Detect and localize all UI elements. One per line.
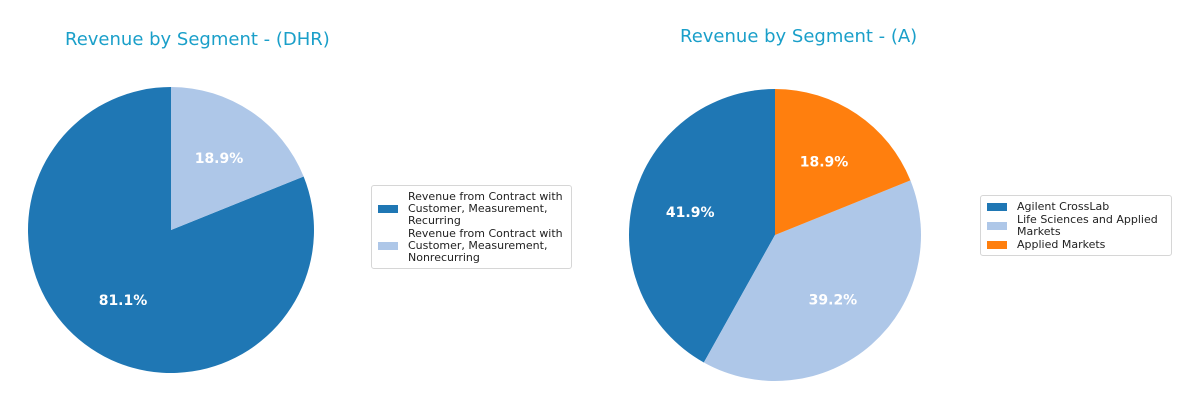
legend-label: Revenue from Contract with Customer, Mea…: [408, 190, 563, 227]
pie-slice-label: 39.2%: [809, 293, 858, 309]
legend-dhr: Revenue from Contract with Customer, Mea…: [371, 185, 572, 269]
legend-swatch: [378, 242, 398, 250]
pie-slice: [171, 87, 304, 230]
legend-label: Applied Markets: [1017, 238, 1106, 251]
pie-chart-dhr: 81.1% 18.9%: [28, 87, 315, 373]
chart-title-a: Revenue by Segment - (A): [680, 26, 918, 47]
pie-slice-label: 18.9%: [800, 154, 849, 170]
legend-swatch: [378, 205, 398, 213]
legend-item: Life Sciences and Applied Markets: [987, 214, 1165, 238]
pie-slice: [28, 87, 315, 373]
pie-slice-label: 81.1%: [99, 293, 148, 309]
chart-title-dhr: Revenue by Segment - (DHR): [65, 29, 330, 50]
legend-label: Revenue from Contract with Customer, Mea…: [408, 227, 563, 264]
pie-chart-a: 41.9% 39.2% 18.9%: [629, 89, 921, 382]
pie-slice-label: 41.9%: [666, 205, 715, 221]
legend-label: Life Sciences and Applied Markets: [1017, 213, 1158, 238]
legend-item: Revenue from Contract with Customer, Mea…: [378, 191, 565, 227]
legend-item: Revenue from Contract with Customer, Mea…: [378, 228, 565, 264]
legend-swatch: [987, 203, 1007, 211]
pie-slice: [629, 89, 775, 363]
legend-a: Agilent CrossLab Life Sciences and Applie…: [980, 195, 1172, 256]
legend-item: Agilent CrossLab: [987, 201, 1165, 213]
pie-slice-label: 18.9%: [195, 151, 244, 167]
legend-label: Agilent CrossLab: [1017, 200, 1110, 213]
pie-slice: [775, 89, 911, 235]
legend-item: Applied Markets: [987, 239, 1165, 251]
legend-swatch: [987, 241, 1007, 249]
legend-swatch: [987, 222, 1007, 230]
pie-slice: [703, 180, 921, 382]
